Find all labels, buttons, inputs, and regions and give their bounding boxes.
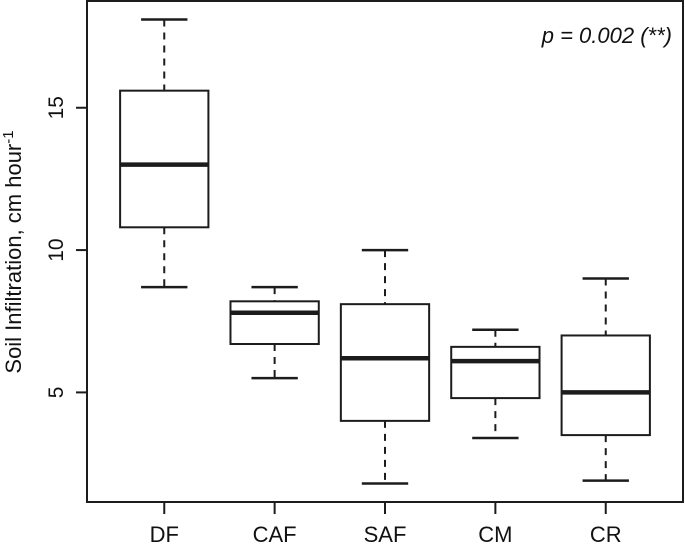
iqr-box-CAF (229, 300, 320, 346)
y-axis-label-text: Soil Infiltration, cm hour (1, 144, 26, 374)
iqr-box-CM (450, 345, 541, 400)
plot-content: 5 10 15 DF CAF SAF CM CR (45, 18, 651, 547)
x-axis-category-label-CM: CM (478, 522, 512, 547)
x-axis-category-label-DF: DF (150, 522, 179, 547)
x-axis-category-label-CR: CR (590, 522, 622, 547)
y-axis-tick-label-5: 5 (45, 387, 68, 399)
p-value-annotation: p = 0.002 (**) (541, 23, 672, 48)
iqr-box-SAF (339, 303, 431, 422)
y-axis-tick-label-15: 15 (45, 96, 68, 119)
x-axis-category-label-SAF: SAF (364, 522, 407, 547)
y-axis-tick-label-10: 10 (45, 238, 68, 261)
y-axis-label: Soil Infiltration, cm hour-1 (0, 130, 26, 373)
iqr-box-CR (560, 334, 651, 437)
iqr-box-DF (119, 89, 210, 229)
x-axis-category-label-CAF: CAF (253, 522, 297, 547)
y-axis-label-superscript: -1 (0, 130, 17, 143)
